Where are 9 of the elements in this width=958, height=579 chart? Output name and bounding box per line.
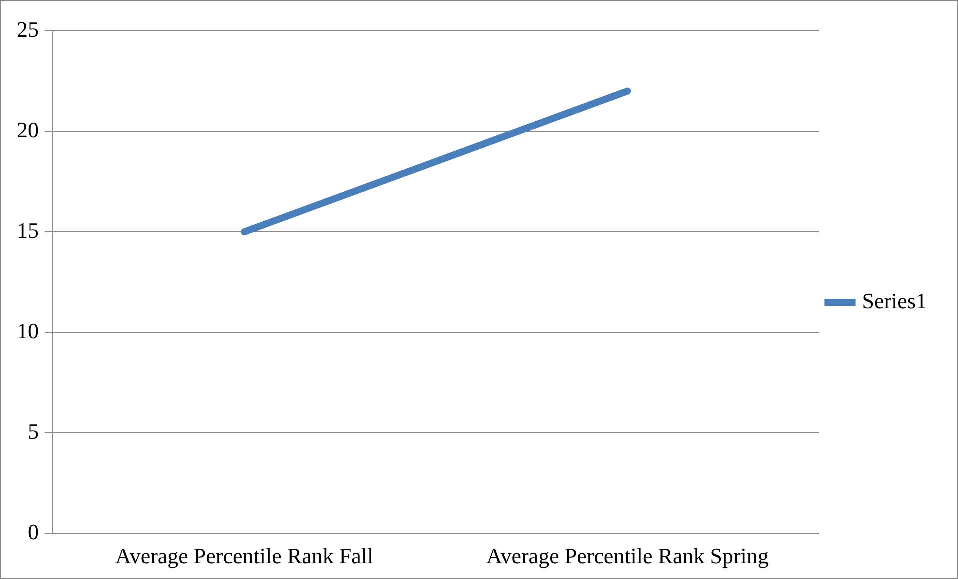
y-tick-label: 20 — [17, 117, 39, 142]
y-tick-label: 10 — [17, 318, 39, 344]
x-tick-label: Average Percentile Rank Fall — [116, 544, 374, 569]
legend-label: Series1 — [862, 288, 927, 314]
y-tick-label: 0 — [28, 519, 39, 544]
y-tick-label: 25 — [17, 16, 39, 42]
y-tick-label: 5 — [28, 418, 39, 444]
x-tick-label: Average Percentile Rank Spring — [486, 544, 769, 569]
y-tick-label: 15 — [17, 218, 39, 243]
